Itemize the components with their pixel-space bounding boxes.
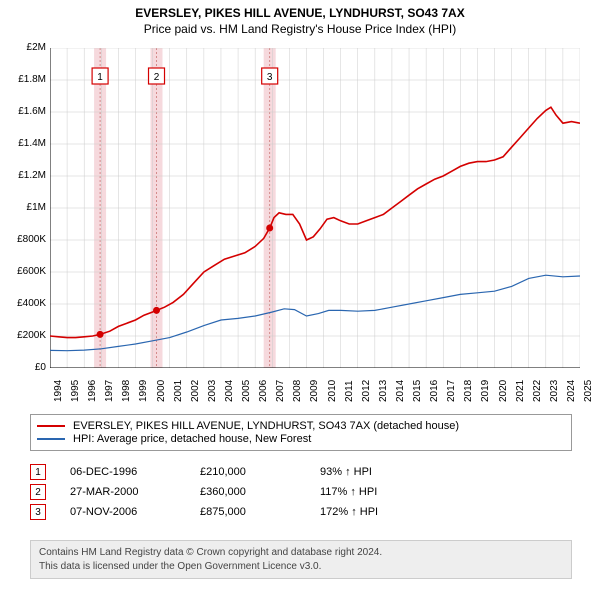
event-date: 27-MAR-2000 (70, 486, 200, 498)
x-axis-label: 2006 (258, 380, 269, 402)
x-axis-label: 1999 (138, 380, 149, 402)
svg-text:2: 2 (154, 72, 160, 83)
x-axis-label: 2001 (173, 380, 184, 402)
legend-row: HPI: Average price, detached house, New … (37, 433, 565, 445)
event-row: 3 07-NOV-2006£875,000172% ↑ HPI (30, 504, 430, 520)
x-axis-label: 2023 (549, 380, 560, 402)
x-axis-label: 2008 (292, 380, 303, 402)
y-axis-label: £1.6M (18, 106, 46, 117)
event-row: 1 06-DEC-1996£210,00093% ↑ HPI (30, 464, 430, 480)
event-number-box: 3 (30, 504, 46, 520)
y-axis-label: £1.4M (18, 138, 46, 149)
title-main: EVERSLEY, PIKES HILL AVENUE, LYNDHURST, … (0, 6, 600, 20)
x-axis-label: 2020 (498, 380, 509, 402)
events-table: 1 06-DEC-1996£210,00093% ↑ HPI 2 27-MAR-200… (30, 460, 430, 524)
footer-line: This data is licensed under the Open Gov… (39, 560, 563, 574)
x-axis-label: 2003 (207, 380, 218, 402)
event-price: £360,000 (200, 486, 320, 498)
footer-line: Contains HM Land Registry data © Crown c… (39, 546, 563, 560)
legend-label: EVERSLEY, PIKES HILL AVENUE, LYNDHURST, … (73, 420, 459, 432)
event-price: £875,000 (200, 506, 320, 518)
event-pct: 172% ↑ HPI (320, 506, 430, 518)
x-axis-label: 2005 (241, 380, 252, 402)
x-axis-label: 2004 (224, 380, 235, 402)
y-axis-label: £1M (27, 202, 46, 213)
event-pct: 93% ↑ HPI (320, 466, 430, 478)
event-number-box: 2 (30, 484, 46, 500)
y-axis-label: £0 (35, 362, 46, 373)
x-axis-label: 2011 (344, 380, 355, 402)
x-axis-label: 2022 (532, 380, 543, 402)
x-axis-label: 1996 (87, 380, 98, 402)
svg-text:3: 3 (267, 72, 273, 83)
x-axis-label: 2013 (378, 380, 389, 402)
y-axis-label: £2M (27, 42, 46, 53)
x-axis-label: 2014 (395, 380, 406, 402)
y-axis-label: £1.2M (18, 170, 46, 181)
svg-text:1: 1 (97, 72, 103, 83)
legend: EVERSLEY, PIKES HILL AVENUE, LYNDHURST, … (30, 414, 572, 451)
y-axis-label: £600K (17, 266, 46, 277)
event-number-box: 1 (30, 464, 46, 480)
x-axis-label: 2002 (190, 380, 201, 402)
x-axis-label: 2012 (361, 380, 372, 402)
event-pct: 117% ↑ HPI (320, 486, 430, 498)
legend-label: HPI: Average price, detached house, New … (73, 433, 311, 445)
title-sub: Price paid vs. HM Land Registry's House … (0, 22, 600, 36)
x-axis-label: 2007 (275, 380, 286, 402)
x-axis-label: 2018 (463, 380, 474, 402)
x-axis-label: 2017 (446, 380, 457, 402)
event-date: 07-NOV-2006 (70, 506, 200, 518)
event-row: 2 27-MAR-2000£360,000117% ↑ HPI (30, 484, 430, 500)
y-axis-label: £200K (17, 330, 46, 341)
x-axis-label: 2025 (583, 380, 594, 402)
x-axis-label: 2010 (327, 380, 338, 402)
y-axis-label: £400K (17, 298, 46, 309)
x-axis-label: 2015 (412, 380, 423, 402)
x-axis-label: 2009 (309, 380, 320, 402)
y-axis-label: £800K (17, 234, 46, 245)
chart-titles: EVERSLEY, PIKES HILL AVENUE, LYNDHURST, … (0, 0, 600, 36)
x-axis-label: 2021 (515, 380, 526, 402)
footer-attribution: Contains HM Land Registry data © Crown c… (30, 540, 572, 579)
chart-svg: 1 2 3 (50, 48, 580, 368)
x-axis-label: 2000 (156, 380, 167, 402)
y-axis-label: £1.8M (18, 74, 46, 85)
x-axis-label: 1998 (121, 380, 132, 402)
x-axis-label: 2019 (480, 380, 491, 402)
legend-row: EVERSLEY, PIKES HILL AVENUE, LYNDHURST, … (37, 420, 565, 432)
x-axis-label: 1994 (53, 380, 64, 402)
x-axis-label: 2016 (429, 380, 440, 402)
x-axis-label: 1997 (104, 380, 115, 402)
legend-swatch (37, 425, 65, 427)
x-axis-label: 2024 (566, 380, 577, 402)
event-price: £210,000 (200, 466, 320, 478)
chart-area: 123 £0£200K£400K£600K£800K£1M£1.2M£1.4M£… (50, 48, 580, 368)
x-axis-labels: 1994 1995 1996 1997 1998 1999 2000 2001 2002 2003… (50, 370, 580, 410)
event-date: 06-DEC-1996 (70, 466, 200, 478)
legend-swatch (37, 438, 65, 440)
x-axis-label: 1995 (70, 380, 81, 402)
